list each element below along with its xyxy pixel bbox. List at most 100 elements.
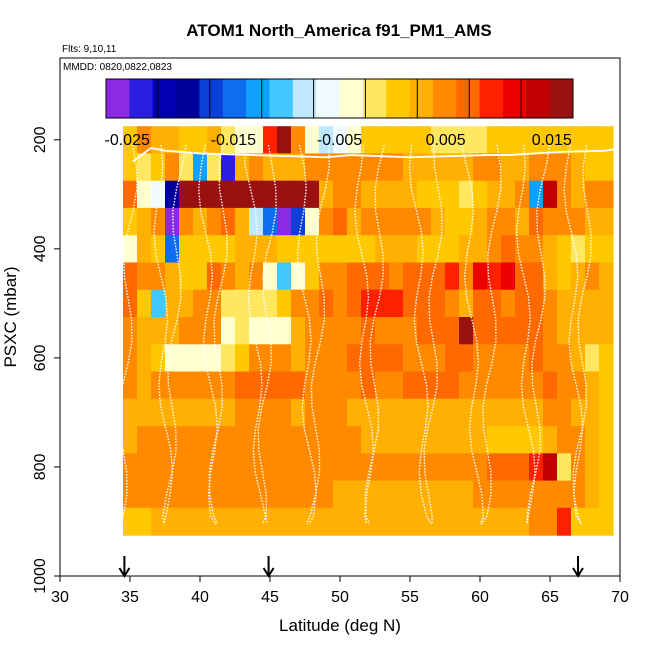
colorbar-swatch [199, 79, 224, 118]
heatmap-cell [151, 507, 166, 536]
heatmap-cell [207, 153, 222, 182]
flight-track [408, 145, 433, 525]
heatmap-cell [291, 126, 306, 155]
heatmap-cell [151, 344, 166, 373]
heatmap-cell [137, 398, 152, 427]
colorbar-swatch [479, 79, 504, 118]
heatmap-cell [319, 262, 334, 291]
heatmap-cell [277, 480, 292, 509]
heatmap-cell [389, 262, 404, 291]
heatmap-cell [235, 371, 250, 400]
heatmap-cell [417, 262, 432, 291]
heatmap-cell [221, 371, 236, 400]
flight-track [208, 145, 228, 525]
heatmap-cell [389, 126, 404, 155]
heatmap-cell [557, 371, 572, 400]
heatmap-cell [445, 453, 460, 482]
heatmap-cell [193, 126, 208, 155]
heatmap-cell [235, 126, 250, 155]
heatmap-cell [165, 289, 180, 318]
heatmap-cell [473, 126, 488, 155]
heatmap-cell [445, 180, 460, 209]
heatmap-cell [277, 262, 292, 291]
heatmap-cell [137, 289, 152, 318]
heatmap-cell [137, 153, 152, 182]
heatmap-cell [319, 344, 334, 373]
heatmap-cell [235, 453, 250, 482]
heatmap-cell [193, 235, 208, 264]
colorbar-label: -0.015 [211, 132, 256, 149]
heatmap-cell [165, 207, 180, 236]
heatmap-cell [403, 207, 418, 236]
heatmap-cell [529, 344, 544, 373]
heatmap-cell [361, 317, 376, 345]
heatmap-cell [529, 126, 544, 155]
heatmap-cell [305, 262, 320, 291]
heatmap-cell [263, 126, 278, 155]
heatmap-cell [347, 153, 362, 182]
heatmap-cell [585, 426, 600, 454]
heatmap-cell [473, 398, 488, 427]
heatmap-cell [179, 317, 194, 345]
flights-note: Flts: 9,10,11 [62, 44, 117, 55]
heatmap-cell [557, 126, 572, 155]
heatmap-cells [123, 126, 614, 536]
colorbar-swatch [502, 79, 527, 118]
heatmap-cell [473, 235, 488, 264]
heatmap-cell [333, 453, 348, 482]
heatmap-cell [333, 507, 348, 536]
heatmap-cell [151, 126, 166, 155]
heatmap-cell [487, 235, 502, 264]
heatmap-cell [263, 344, 278, 373]
heatmap-cell [417, 235, 432, 264]
flight-track [526, 145, 551, 525]
heatmap-cell [347, 344, 362, 373]
heatmap-cell [151, 235, 166, 264]
heatmap-cell [375, 126, 390, 155]
heatmap-cell [599, 207, 614, 236]
heatmap-cell [263, 480, 278, 509]
heatmap-cell [585, 262, 600, 291]
heatmap-cell [123, 289, 138, 318]
heatmap-cell [207, 317, 222, 345]
heatmap-cell [249, 480, 264, 509]
heatmap-cell [221, 426, 236, 454]
heatmap-cell [291, 317, 306, 345]
heatmap-cell [375, 453, 390, 482]
heatmap-cell [249, 371, 264, 400]
heatmap-cell [473, 371, 488, 400]
heatmap-cell [445, 371, 460, 400]
heatmap-cell [179, 480, 194, 509]
heatmap-cell [543, 317, 558, 345]
heatmap-cell [445, 289, 460, 318]
heatmap-cell [431, 289, 446, 318]
heatmap-cell [137, 317, 152, 345]
heatmap-cell [515, 344, 530, 373]
heatmap-cell [501, 344, 516, 373]
heatmap-cell [585, 317, 600, 345]
heatmap-cell [403, 153, 418, 182]
heatmap-cell [487, 153, 502, 182]
heatmap-cell [375, 153, 390, 182]
heatmap-cell [599, 398, 614, 427]
heatmap-cell [137, 180, 152, 209]
heatmap-cell [319, 398, 334, 427]
heatmap-cell [431, 453, 446, 482]
heatmap-cell [347, 480, 362, 509]
heatmap-cell [123, 207, 138, 236]
heatmap-cell [235, 398, 250, 427]
heatmap-cell [249, 398, 264, 427]
heatmap-cell [445, 317, 460, 345]
heatmap-cell [431, 235, 446, 264]
heatmap-cell [361, 262, 376, 291]
heatmap-cell [235, 262, 250, 291]
heatmap-cell [543, 235, 558, 264]
heatmap-cell [515, 235, 530, 264]
heatmap-cell [165, 507, 180, 536]
heatmap-cell [333, 344, 348, 373]
heatmap-cell [137, 207, 152, 236]
heatmap-cell [249, 507, 264, 536]
heatmap-cell [403, 344, 418, 373]
heatmap-cell [263, 180, 278, 209]
